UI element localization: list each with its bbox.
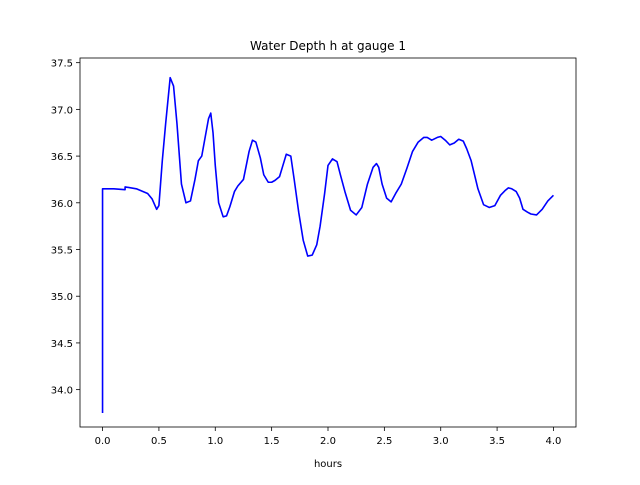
x-tick-label: 1.0	[207, 436, 223, 447]
plot-frame	[79, 57, 577, 428]
x-tick-label: 1.5	[264, 436, 280, 447]
x-tick-label: 0.5	[151, 436, 167, 447]
x-tick-label: 3.5	[489, 436, 505, 447]
chart-title: Water Depth h at gauge 1	[250, 39, 406, 53]
y-axis-ticks: 34.0 34.5 35.0 35.5 36.0 36.5 37.0 37.5	[51, 59, 80, 397]
y-tick-label: 36.0	[51, 199, 73, 210]
x-tick-label: 0.0	[95, 436, 111, 447]
y-tick-label: 37.0	[51, 105, 73, 116]
y-tick-label: 35.0	[51, 292, 73, 303]
x-axis-ticks: 0.0 0.5 1.0 1.5 2.0 2.5 3.0 3.5 4.0	[95, 427, 562, 447]
series-line-water-depth	[101, 76, 555, 413]
y-tick-label: 34.0	[51, 386, 73, 397]
y-tick-label: 36.5	[51, 152, 73, 163]
x-tick-label: 4.0	[546, 436, 562, 447]
y-tick-label: 34.5	[51, 339, 73, 350]
x-axis-label: hours	[314, 459, 342, 470]
y-tick-label: 35.5	[51, 246, 73, 257]
x-tick-label: 2.5	[376, 436, 392, 447]
x-tick-label: 3.0	[433, 436, 449, 447]
x-tick-label: 2.0	[320, 436, 336, 447]
y-tick-label: 37.5	[51, 59, 73, 70]
